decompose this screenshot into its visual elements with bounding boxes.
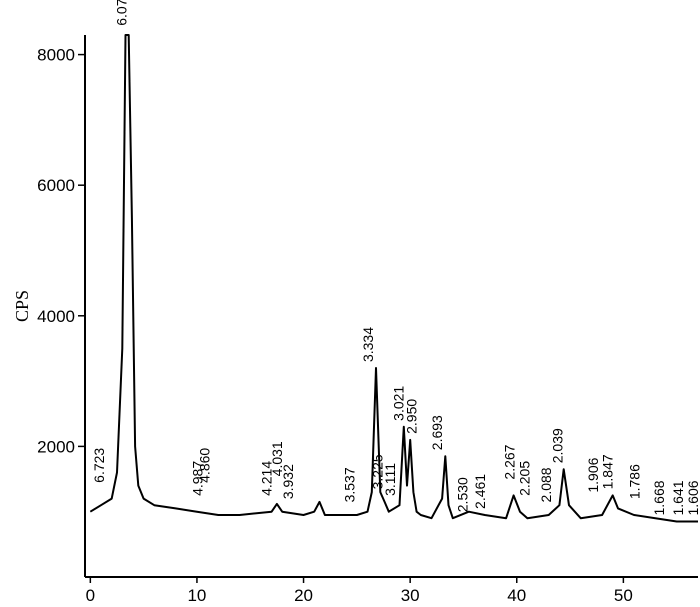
peak-label: 4.031 [269, 441, 285, 476]
peak-label: 4.860 [197, 448, 213, 483]
x-tick-label: 40 [507, 586, 526, 605]
y-tick-group: 2000 4000 6000 8000 [37, 46, 85, 456]
peak-label: 1.906 [585, 457, 601, 492]
peak-label: 2.088 [538, 467, 554, 502]
chart-axes [84, 35, 698, 578]
peak-label: 6.723 [91, 448, 107, 483]
y-tick-label: 8000 [37, 46, 75, 65]
x-tick-label: 50 [614, 586, 633, 605]
peak-label: 2.950 [404, 399, 420, 434]
peak-label: 3.225 [369, 454, 385, 489]
peak-label: 2.267 [502, 444, 518, 479]
x-tick-label: 0 [86, 586, 95, 605]
cps-trace [90, 35, 698, 522]
y-tick-label: 4000 [37, 307, 75, 326]
peak-label: 2.693 [429, 415, 445, 450]
peak-label: 1.786 [626, 464, 642, 499]
peak-label: 3.932 [280, 464, 296, 499]
peak-label: 4.214 [259, 461, 275, 496]
x-tick-label: 20 [294, 586, 313, 605]
peak-label: 1.668 [651, 480, 667, 515]
peak-label: 1.641 [670, 480, 686, 515]
peak-label: 3.537 [342, 467, 358, 502]
peak-label: 1.606 [685, 480, 700, 515]
peak-label: 2.039 [550, 428, 566, 463]
peak-label: 6.074 [114, 0, 130, 26]
x-tick-label: 30 [401, 586, 420, 605]
peak-label: 2.461 [472, 474, 488, 509]
y-axis-label: CPS [12, 290, 32, 322]
y-tick-label: 2000 [37, 437, 75, 456]
peak-label: 3.111 [382, 463, 398, 496]
peak-label: 4.987 [189, 461, 205, 496]
peak-label: 2.205 [517, 461, 533, 496]
x-tick-label: 10 [187, 586, 206, 605]
peak-label: 2.530 [455, 477, 471, 512]
peak-label: 3.021 [391, 386, 407, 421]
peak-label: 3.334 [360, 327, 376, 362]
y-tick-label: 6000 [37, 176, 75, 195]
x-tick-group: 0 10 20 30 40 50 [86, 577, 633, 605]
peak-label: 1.847 [600, 454, 616, 489]
